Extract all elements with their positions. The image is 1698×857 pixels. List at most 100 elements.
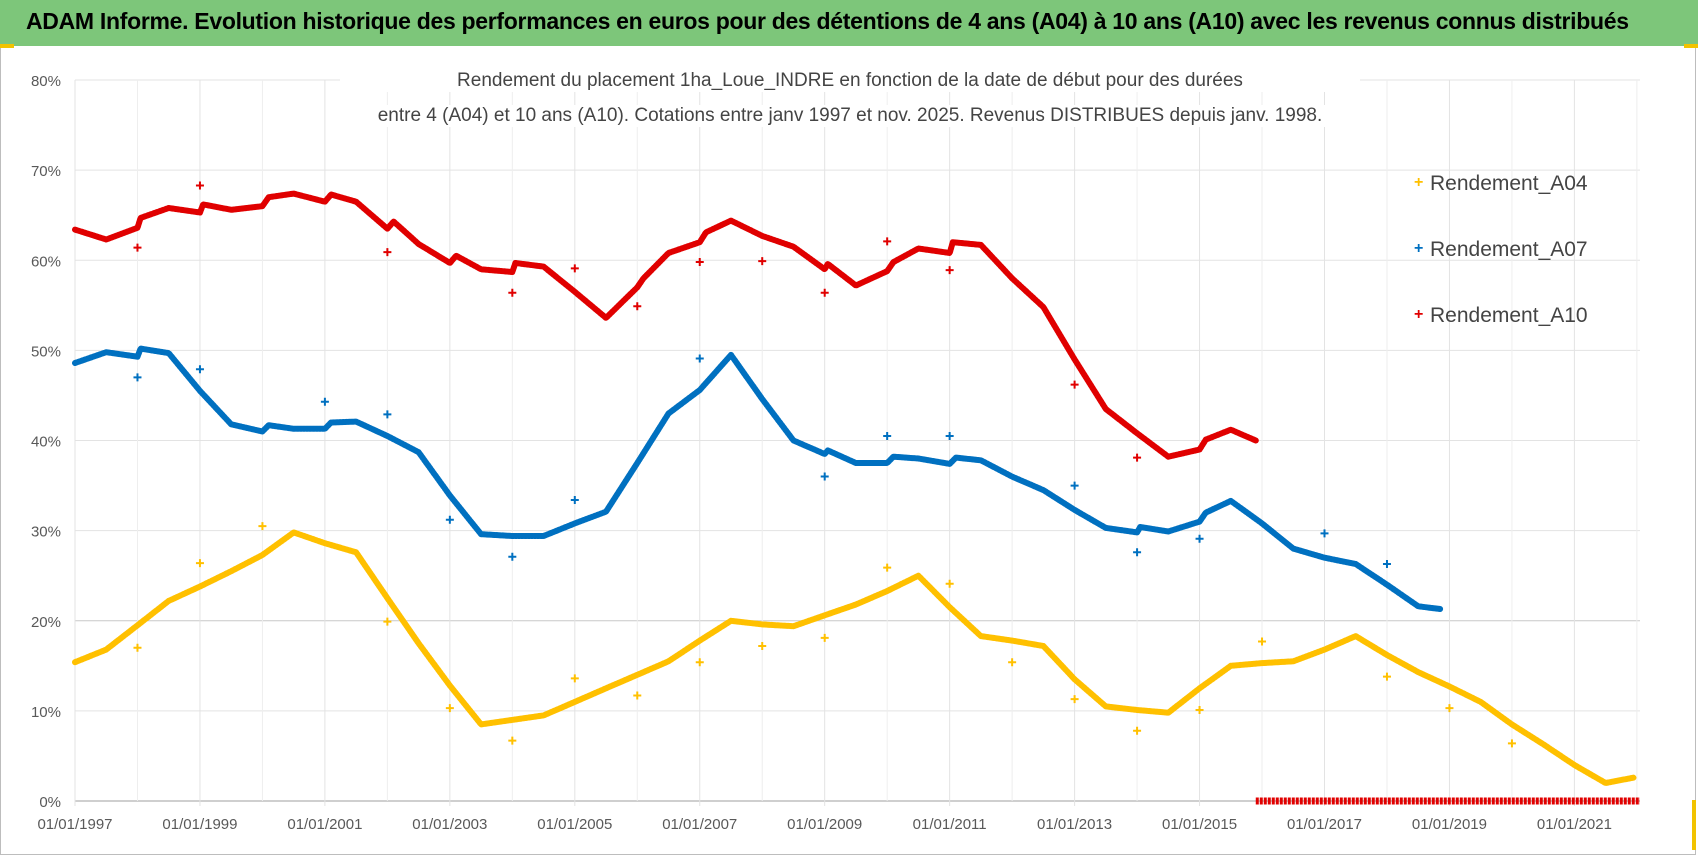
outlier-point — [1195, 705, 1204, 714]
outlier-point — [945, 431, 954, 440]
data-point — [978, 633, 984, 639]
y-tick-label: 60% — [31, 253, 61, 270]
legend-item-a10: + Rendement_A10 — [1414, 304, 1588, 328]
legend-item-a07: + Rendement_A07 — [1414, 238, 1588, 262]
data-point — [572, 289, 578, 295]
data-point — [1415, 603, 1421, 609]
data-point — [1321, 555, 1328, 561]
outlier-point — [320, 397, 329, 406]
data-point — [978, 242, 984, 248]
data-point — [1631, 774, 1637, 781]
data-point — [166, 205, 172, 211]
chart-title-line2: entre 4 (A04) et 10 ans (A10). Cotations… — [340, 105, 1360, 127]
outlier-point — [508, 288, 517, 297]
outlier-point — [695, 258, 704, 267]
data-point — [1478, 699, 1484, 705]
data-point — [134, 225, 141, 231]
data-point — [884, 268, 890, 274]
outlier-point — [508, 736, 517, 745]
data-point — [1134, 707, 1140, 713]
outlier-point — [820, 633, 829, 642]
y-tick-label: 80% — [31, 73, 61, 90]
data-point — [890, 454, 897, 460]
data-point — [228, 568, 234, 574]
legend-marker-a10: + — [1414, 306, 1424, 323]
data-point — [853, 601, 859, 608]
x-tick-label: 01/01/2007 — [662, 816, 737, 833]
data-point — [728, 618, 734, 624]
data-point — [353, 549, 359, 555]
data-point — [1259, 520, 1265, 527]
x-tick-label: 01/01/2017 — [1287, 816, 1362, 833]
data-point — [1009, 637, 1015, 644]
data-point — [603, 509, 609, 515]
data-point — [665, 658, 672, 664]
outlier-point — [945, 266, 954, 275]
data-point — [1259, 660, 1265, 666]
data-point — [978, 457, 984, 463]
series-rendement_a07 — [72, 345, 1444, 612]
data-point — [947, 250, 953, 256]
data-point — [603, 315, 609, 321]
outlier-point — [1320, 529, 1329, 538]
data-point — [509, 717, 515, 723]
data-point — [228, 207, 234, 213]
data-point — [1384, 582, 1390, 588]
data-point — [197, 583, 203, 590]
data-point — [697, 637, 703, 644]
data-point — [259, 203, 266, 209]
data-point — [790, 623, 797, 629]
x-tick-label: 01/01/2009 — [787, 816, 862, 833]
data-point — [328, 419, 334, 426]
data-point — [72, 659, 78, 665]
data-point — [166, 598, 172, 604]
series-line-rendement_a07 — [72, 345, 1444, 612]
legend-label-a04: Rendement_A04 — [1430, 172, 1588, 195]
outlier-point — [633, 691, 642, 700]
data-point — [447, 260, 453, 266]
data-point — [1137, 524, 1143, 530]
series-line-rendement_a04 — [72, 529, 1637, 786]
data-point — [825, 261, 831, 267]
data-point — [759, 621, 765, 627]
data-point — [697, 239, 703, 245]
data-point — [884, 588, 890, 594]
frame-side-mark — [1692, 800, 1696, 850]
outlier-point — [1070, 695, 1079, 704]
data-point — [1571, 762, 1578, 768]
data-point — [1540, 741, 1546, 747]
data-point — [197, 209, 203, 216]
legend-label-a07: Rendement_A07 — [1430, 238, 1588, 261]
data-point — [884, 460, 890, 466]
frame-corner-mark — [0, 44, 14, 48]
outlier-point — [695, 354, 704, 363]
data-point — [137, 215, 144, 221]
outlier-point — [1507, 739, 1516, 748]
outlier-point — [1070, 481, 1079, 490]
data-point — [915, 573, 922, 579]
y-tick-label: 0% — [39, 794, 61, 811]
y-tick-label: 20% — [31, 614, 61, 631]
data-point — [947, 604, 953, 610]
outlier-point — [570, 264, 579, 273]
outlier-point — [383, 248, 392, 257]
data-point — [1072, 507, 1078, 513]
data-point — [391, 218, 397, 225]
data-point — [291, 529, 297, 536]
outlier-point — [1008, 658, 1017, 667]
outlier-point — [820, 288, 829, 297]
data-point — [1072, 676, 1078, 682]
outlier-point — [508, 552, 517, 561]
data-point — [1165, 528, 1171, 535]
data-point — [384, 226, 390, 232]
data-point — [384, 595, 390, 601]
data-point — [134, 354, 141, 360]
data-point — [1196, 685, 1203, 691]
data-point — [540, 263, 547, 270]
data-point — [1509, 721, 1515, 727]
data-point — [1103, 406, 1109, 412]
y-tick-label: 10% — [31, 704, 61, 721]
outlier-point — [1382, 672, 1391, 681]
data-point — [540, 712, 547, 718]
data-point — [1228, 663, 1234, 669]
